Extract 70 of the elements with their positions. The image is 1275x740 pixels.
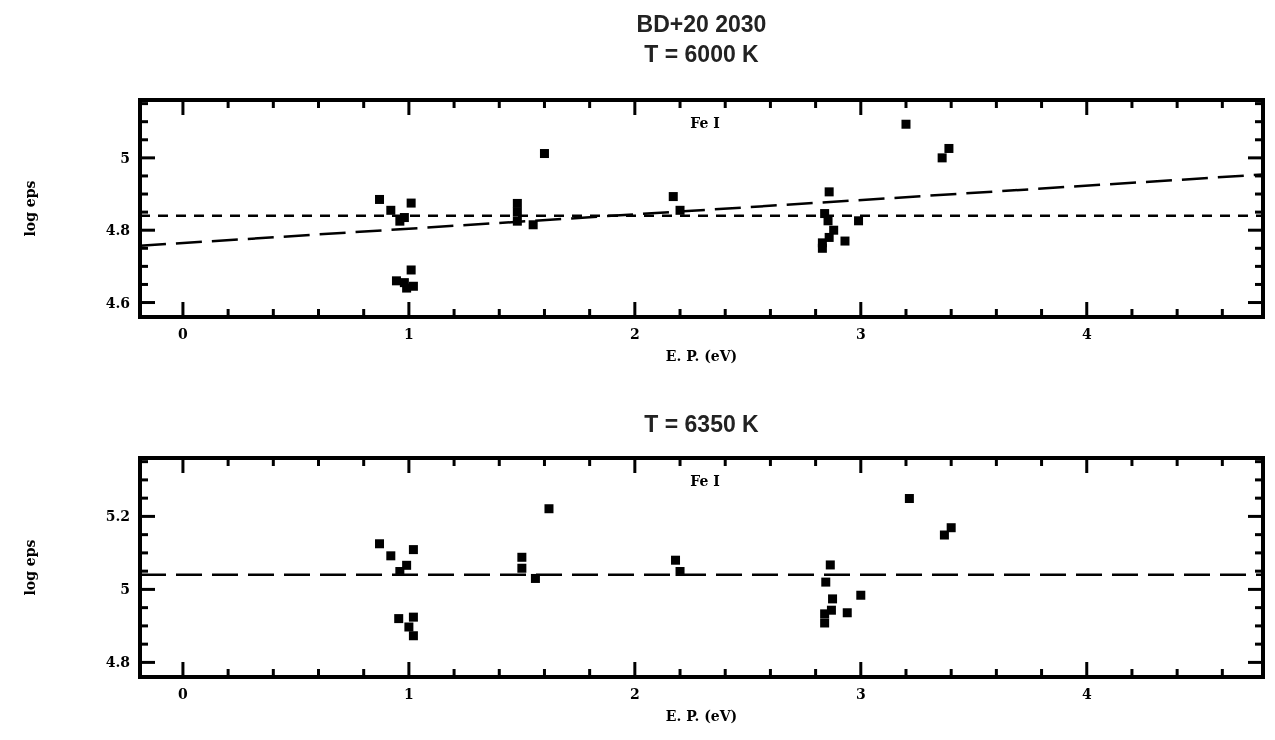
point	[512, 198, 522, 208]
point	[528, 220, 538, 230]
point	[402, 560, 412, 570]
point	[842, 608, 852, 618]
point	[386, 551, 396, 561]
point	[394, 614, 404, 624]
point	[946, 523, 956, 533]
point	[828, 594, 838, 604]
y-tick-label: 4.6	[105, 294, 130, 311]
x-axis-title: E. P. (eV)	[665, 348, 738, 364]
point	[824, 232, 834, 242]
point	[391, 276, 401, 286]
point	[817, 243, 827, 253]
x-tick-label: 4	[1081, 326, 1092, 342]
point	[904, 494, 914, 504]
annotation: Fe I	[690, 473, 720, 489]
x-tick-label: 3	[855, 326, 866, 342]
x-tick-label: 2	[629, 326, 640, 342]
point	[675, 567, 685, 577]
point	[820, 609, 830, 619]
point	[375, 194, 385, 204]
y-axis-title: log eps	[22, 180, 38, 237]
x-tick-label: 0	[178, 326, 189, 342]
x-tick-label: 1	[404, 326, 414, 342]
annotation: Fe I	[690, 115, 720, 131]
point	[375, 539, 385, 549]
x-tick-label: 2	[629, 686, 640, 702]
point	[408, 281, 418, 291]
point	[944, 143, 954, 153]
point	[671, 555, 681, 565]
point	[408, 631, 418, 641]
x-tick-label: 0	[178, 686, 189, 702]
chart-subtitle: T = 6000 K	[644, 41, 760, 67]
point	[939, 530, 949, 540]
x-tick-label: 3	[855, 686, 866, 702]
point	[404, 622, 414, 632]
point	[825, 560, 835, 570]
point	[821, 577, 831, 587]
point	[668, 192, 678, 202]
point	[517, 563, 527, 573]
point	[544, 504, 554, 514]
point	[408, 612, 418, 622]
point	[406, 198, 416, 208]
point	[408, 545, 418, 555]
point	[820, 618, 830, 628]
x-tick-label: 1	[404, 686, 414, 702]
point	[901, 119, 911, 129]
point	[823, 216, 833, 226]
x-axis-title: E. P. (eV)	[665, 708, 738, 724]
point	[512, 207, 522, 217]
y-tick-label: 5	[120, 581, 130, 598]
chart-title: T = 6350 K	[644, 411, 760, 437]
chart-title: BD+20 2030	[636, 11, 767, 37]
point	[856, 590, 866, 600]
point	[406, 265, 416, 275]
point	[517, 552, 527, 562]
y-axis-title: log eps	[22, 539, 38, 596]
y-tick-label: 5.2	[105, 508, 130, 525]
point	[539, 149, 549, 159]
y-tick-label: 4.8	[105, 222, 130, 239]
y-tick-label: 5	[120, 149, 130, 166]
point	[530, 573, 540, 583]
point	[399, 213, 409, 223]
point	[854, 216, 864, 226]
y-tick-label: 4.8	[105, 654, 130, 671]
point	[824, 187, 834, 197]
point	[937, 153, 947, 163]
x-tick-label: 4	[1081, 686, 1092, 702]
point	[386, 205, 396, 215]
point	[840, 236, 850, 246]
